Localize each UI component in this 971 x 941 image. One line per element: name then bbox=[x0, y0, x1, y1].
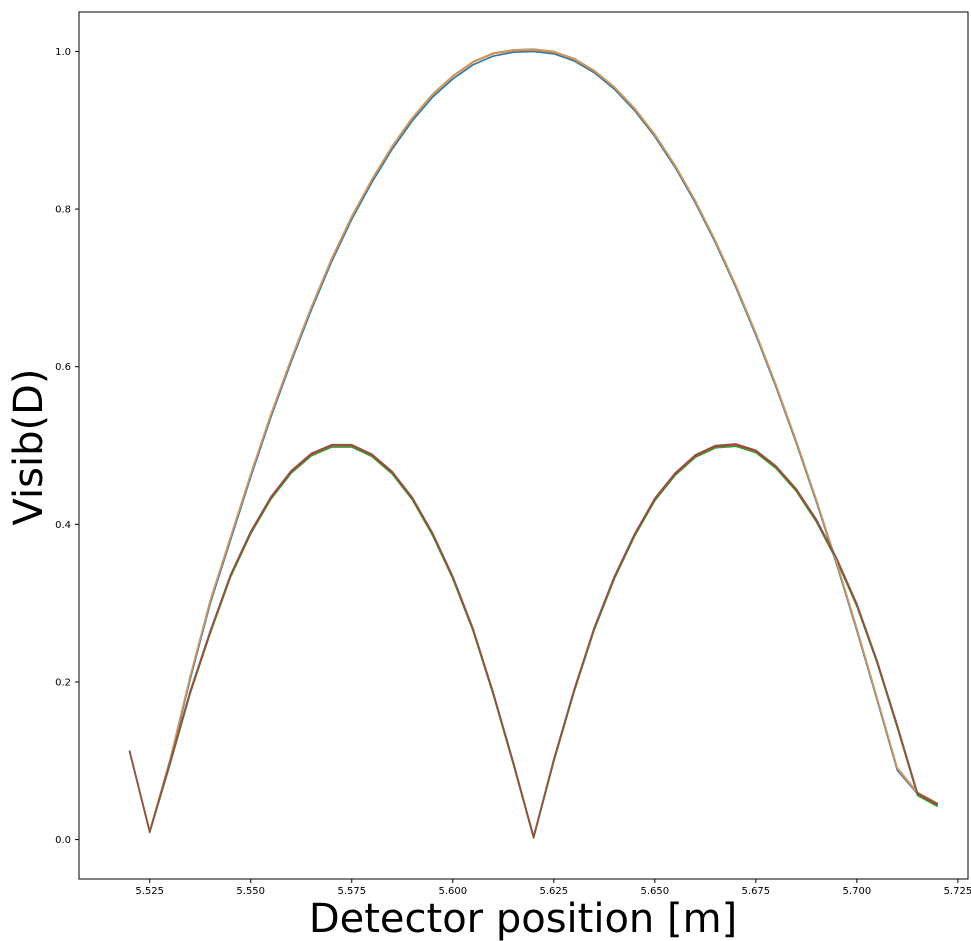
y-tick-label: 0.0 bbox=[55, 835, 71, 846]
x-tick-label: 5.625 bbox=[539, 886, 568, 897]
series-line-5 bbox=[128, 48, 939, 832]
x-tick-label: 5.600 bbox=[438, 886, 467, 897]
series-line-6 bbox=[128, 443, 939, 838]
x-tick-label: 5.675 bbox=[742, 886, 771, 897]
x-tick-label: 5.700 bbox=[843, 886, 872, 897]
x-tick-label: 5.575 bbox=[337, 886, 366, 897]
x-axis-label: Detector position [m] bbox=[309, 896, 737, 941]
y-axis: 0.0 0.2 0.4 0.6 0.8 1.0 bbox=[55, 47, 79, 846]
x-tick-label: 5.725 bbox=[944, 886, 971, 897]
x-axis: 5.525 5.550 5.575 5.600 5.625 5.650 5.675 5.700… bbox=[135, 879, 971, 897]
y-tick-label: 0.6 bbox=[55, 362, 71, 373]
y-tick-label: 1.0 bbox=[55, 47, 71, 58]
plot-frame bbox=[78, 11, 969, 880]
x-tick-label: 5.525 bbox=[135, 886, 164, 897]
y-axis-label: Visib(D) bbox=[6, 369, 52, 526]
x-tick-label: 5.550 bbox=[236, 886, 265, 897]
y-tick-label: 0.4 bbox=[55, 520, 71, 531]
y-tick-label: 0.8 bbox=[55, 205, 71, 216]
x-tick-label: 5.650 bbox=[641, 886, 670, 897]
y-tick-label: 0.2 bbox=[55, 677, 71, 688]
series-layer bbox=[128, 48, 939, 839]
